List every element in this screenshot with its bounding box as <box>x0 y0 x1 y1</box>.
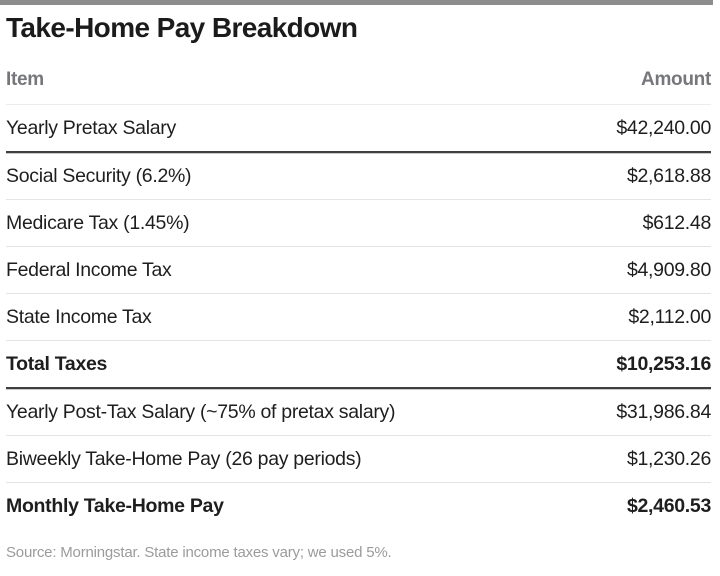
item-cell: Biweekly Take-Home Pay (26 pay periods) <box>6 447 362 470</box>
item-cell: State Income Tax <box>6 305 152 328</box>
item-cell: Medicare Tax (1.45%) <box>6 211 190 234</box>
column-header-amount: Amount <box>641 69 711 90</box>
item-cell: Yearly Pretax Salary <box>6 116 176 139</box>
item-cell: Monthly Take-Home Pay <box>6 494 224 517</box>
amount-cell: $2,112.00 <box>628 305 711 328</box>
item-cell: Federal Income Tax <box>6 258 172 281</box>
amount-cell: $42,240.00 <box>616 116 711 139</box>
top-accent-bar <box>0 0 713 5</box>
amount-cell: $31,986.84 <box>616 400 711 423</box>
table-row-state-income-tax: State Income Tax $2,112.00 <box>6 294 711 341</box>
amount-cell: $4,909.80 <box>626 258 711 281</box>
table-row-social-security: Social Security (6.2%) $2,618.88 <box>6 153 711 200</box>
table-header-row: Item Amount <box>6 56 711 105</box>
table-row-biweekly-take-home-pay: Biweekly Take-Home Pay (26 pay periods) … <box>6 436 711 483</box>
table-row-federal-income-tax: Federal Income Tax $4,909.80 <box>6 247 711 294</box>
amount-cell: $10,253.16 <box>616 352 711 375</box>
amount-cell: $2,618.88 <box>626 164 711 187</box>
page-title: Take-Home Pay Breakdown <box>6 12 358 43</box>
amount-cell: $612.48 <box>642 211 712 234</box>
item-cell: Total Taxes <box>6 352 108 375</box>
column-header-item: Item <box>6 69 44 90</box>
table-row-yearly-post-tax-salary: Yearly Post-Tax Salary (~75% of pretax s… <box>6 389 711 436</box>
table-row-medicare-tax: Medicare Tax (1.45%) $612.48 <box>6 200 711 247</box>
item-cell: Yearly Post-Tax Salary (~75% of pretax s… <box>6 400 396 423</box>
table-row-yearly-pretax-salary: Yearly Pretax Salary $42,240.00 <box>6 105 711 153</box>
amount-cell: $1,230.26 <box>626 447 711 470</box>
amount-cell: $2,460.53 <box>626 494 711 517</box>
source-note: Source: Morningstar. State income taxes … <box>6 544 392 561</box>
table-row-monthly-take-home-pay: Monthly Take-Home Pay $2,460.53 <box>6 483 711 529</box>
table-row-total-taxes: Total Taxes $10,253.16 <box>6 341 711 389</box>
item-cell: Social Security (6.2%) <box>6 164 192 187</box>
